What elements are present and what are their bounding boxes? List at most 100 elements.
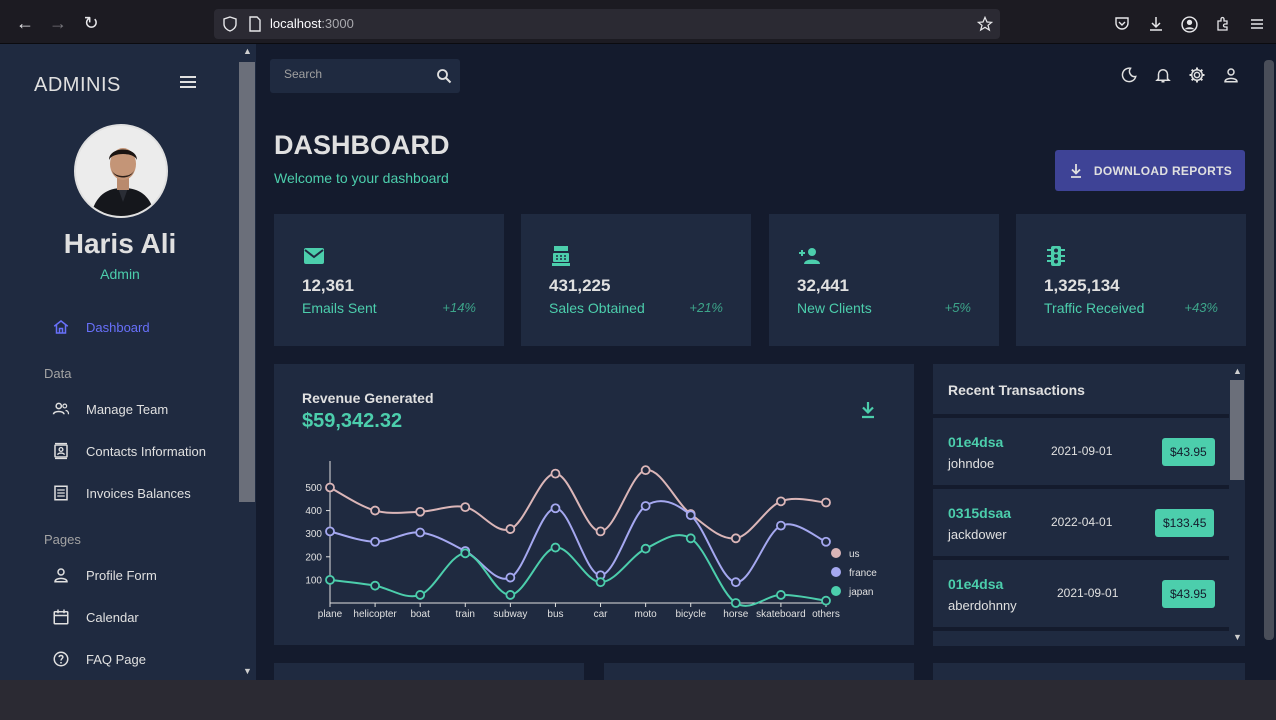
- page-subtitle: Welcome to your dashboard: [274, 170, 449, 186]
- data-point-us: [640, 465, 651, 476]
- scroll-up-arrow-icon[interactable]: ▲: [1233, 366, 1242, 376]
- transactions-title: Recent Transactions: [948, 382, 1085, 398]
- download-reports-button[interactable]: DOWNLOAD REPORTS: [1055, 150, 1245, 191]
- stat-label: Sales Obtained: [549, 300, 645, 316]
- data-point-france: [776, 520, 786, 531]
- legend-marker-france: [831, 567, 841, 577]
- data-point-us: [776, 496, 786, 507]
- person-icon: [54, 568, 68, 583]
- x-tick-label: car: [594, 609, 609, 620]
- page-title: DASHBOARD: [274, 130, 450, 160]
- stat-card-traffic: 1,325,134 Traffic Received +43%: [1016, 214, 1246, 346]
- transaction-id: 01e4dsa: [948, 576, 1004, 592]
- transaction-date: 2021-09-01: [1051, 444, 1113, 458]
- data-point-japan: [730, 598, 741, 608]
- x-tick-label: horse: [723, 609, 748, 620]
- search-bar: [270, 59, 460, 93]
- data-point-japan: [505, 590, 516, 600]
- transaction-id: 0315dsaa: [948, 505, 1012, 521]
- sidebar-scrollbar-thumb[interactable]: [239, 62, 255, 502]
- stat-value: 1,325,134: [1044, 276, 1120, 295]
- page-scrollbar-thumb[interactable]: [1264, 60, 1274, 640]
- stat-card-sales: 431,225 Sales Obtained +21%: [521, 214, 751, 346]
- transaction-user: jackdower: [948, 527, 1007, 542]
- transaction-cost: $133.45: [1155, 509, 1215, 537]
- data-point-france: [730, 577, 741, 588]
- person-add-icon: [799, 248, 820, 264]
- pocket-icon[interactable]: [1114, 16, 1130, 32]
- dark-mode-icon[interactable]: [1120, 66, 1138, 84]
- reload-icon[interactable]: ↻: [83, 13, 99, 33]
- app-menu-icon[interactable]: [1250, 17, 1264, 31]
- data-point-japan: [776, 590, 786, 600]
- extensions-icon[interactable]: [1215, 16, 1231, 32]
- data-point-france: [685, 510, 696, 521]
- traffic-icon: [1047, 246, 1065, 266]
- stat-label: Emails Sent: [302, 300, 377, 316]
- menu-toggle-icon[interactable]: [180, 76, 196, 91]
- search-input[interactable]: [284, 67, 424, 81]
- data-point-us: [730, 533, 741, 544]
- x-tick-label: subway: [493, 609, 527, 620]
- data-point-france: [821, 536, 831, 547]
- forward-icon[interactable]: →: [49, 13, 67, 33]
- transaction-cost: $43.95: [1162, 438, 1215, 466]
- sidebar-item-manage-team[interactable]: Manage Team: [52, 398, 168, 420]
- home-icon: [53, 320, 69, 334]
- transaction-date: 2021-09-01: [1057, 586, 1119, 600]
- sidebar-item-dashboard[interactable]: Dashboard: [52, 316, 150, 338]
- transaction-row: [933, 631, 1229, 646]
- notifications-icon[interactable]: [1154, 66, 1172, 84]
- data-point-japan: [325, 574, 335, 585]
- y-tick-label: 500: [305, 483, 322, 494]
- data-point-france: [370, 536, 380, 547]
- scroll-down-arrow-icon[interactable]: ▼: [243, 666, 252, 676]
- revenue-total: $59,342.32: [302, 410, 403, 432]
- download-icon: [1070, 163, 1081, 178]
- transactions-scrollbar-thumb[interactable]: [1230, 380, 1244, 480]
- url-bar[interactable]: localhost:3000: [214, 9, 1000, 39]
- sidebar-item-faq[interactable]: FAQ Page: [52, 648, 146, 670]
- download-icon[interactable]: [858, 400, 878, 420]
- person-icon[interactable]: [1222, 66, 1240, 84]
- recent-transactions-panel: Recent Transactions 01e4dsa johndoe 2021…: [933, 364, 1245, 646]
- avatar: [74, 124, 168, 218]
- scroll-down-arrow-icon[interactable]: ▼: [1233, 632, 1242, 642]
- data-point-france: [640, 501, 651, 511]
- data-point-us: [550, 468, 561, 479]
- bookmark-star-icon[interactable]: [977, 16, 993, 32]
- y-tick-label: 300: [305, 529, 322, 540]
- legend-marker-japan: [831, 586, 841, 596]
- help-icon: [53, 651, 69, 667]
- transaction-row: 0315dsaa jackdower 2022-04-01 $133.45: [933, 489, 1229, 556]
- x-tick-label: helicopter: [353, 609, 397, 620]
- account-icon[interactable]: [1181, 16, 1198, 33]
- search-icon[interactable]: [436, 68, 452, 84]
- contacts-icon: [54, 442, 68, 460]
- data-point-japan: [640, 543, 651, 554]
- x-tick-label: boat: [410, 609, 430, 620]
- y-tick-label: 100: [305, 575, 322, 586]
- sidebar-item-label: Calendar: [86, 609, 139, 625]
- sidebar-item-label: Profile Form: [86, 567, 157, 583]
- downloads-icon[interactable]: [1148, 16, 1164, 32]
- stat-increase: +21%: [689, 300, 723, 315]
- legend-label-japan: japan: [848, 587, 873, 598]
- stat-value: 32,441: [797, 276, 849, 295]
- data-point-japan: [821, 595, 831, 606]
- sidebar-item-invoices[interactable]: Invoices Balances: [52, 482, 191, 504]
- back-icon[interactable]: ←: [16, 13, 34, 33]
- y-tick-label: 200: [305, 552, 322, 563]
- scroll-up-arrow-icon[interactable]: ▲: [243, 46, 252, 56]
- people-icon: [52, 402, 70, 415]
- download-reports-label: DOWNLOAD REPORTS: [1093, 163, 1233, 178]
- data-point-us: [325, 482, 335, 493]
- x-tick-label: bus: [547, 609, 563, 620]
- user-name: Haris Ali: [63, 228, 177, 259]
- data-point-us: [505, 524, 516, 534]
- sidebar-item-calendar[interactable]: Calendar: [52, 606, 139, 628]
- sidebar-item-contacts[interactable]: Contacts Information: [52, 440, 206, 462]
- series-line-japan: [329, 534, 827, 607]
- sidebar-item-profile-form[interactable]: Profile Form: [52, 564, 157, 586]
- settings-icon[interactable]: [1188, 66, 1206, 84]
